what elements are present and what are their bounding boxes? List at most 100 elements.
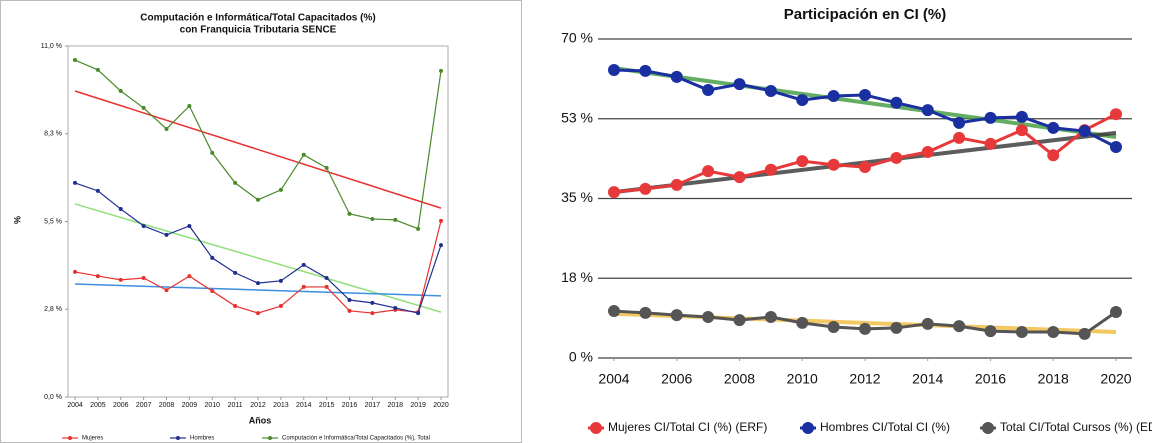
data-point	[141, 275, 146, 280]
data-point	[95, 188, 100, 193]
data-point	[393, 217, 398, 222]
data-point	[890, 151, 903, 164]
x-tick-label: 2007	[136, 402, 152, 409]
data-point	[187, 223, 192, 228]
legend-marker	[268, 436, 272, 440]
legend-marker	[982, 422, 994, 434]
data-point	[370, 311, 375, 316]
x-tick-label: 2010	[787, 371, 818, 387]
x-tick-label: 2018	[387, 402, 403, 409]
x-tick-label: 2015	[319, 402, 335, 409]
data-point	[827, 321, 840, 334]
legend-label: Hombres	[190, 436, 214, 442]
data-point	[164, 126, 169, 131]
data-point	[118, 207, 123, 212]
trend-line	[613, 66, 1117, 139]
data-point	[278, 278, 283, 283]
data-point	[921, 146, 934, 159]
data-point	[921, 317, 934, 330]
x-tick-label: 2004	[598, 371, 629, 387]
data-point	[796, 155, 809, 168]
data-point	[639, 182, 652, 195]
legend-label: Total CI/Total Cursos (%) (ED)	[1000, 420, 1152, 434]
data-point	[953, 320, 966, 333]
y-tick-label: 8,3 %	[44, 131, 62, 138]
legend-label: Mujeres	[82, 436, 103, 442]
x-tick-label: 2016	[975, 371, 1006, 387]
data-point	[1015, 124, 1028, 137]
data-point	[256, 311, 260, 316]
data-point	[301, 262, 306, 267]
data-point	[118, 88, 123, 93]
data-point	[210, 255, 215, 260]
data-point	[1047, 121, 1060, 134]
x-tick-label: 2006	[661, 371, 692, 387]
x-tick-label: 2020	[1100, 371, 1131, 387]
x-tick-label: 2013	[273, 402, 289, 409]
data-point	[416, 226, 421, 231]
data-point	[953, 131, 966, 144]
data-point	[439, 218, 443, 223]
y-axis-label: %	[12, 216, 22, 224]
x-tick-label: 2014	[912, 371, 943, 387]
data-point	[702, 84, 715, 97]
data-point	[164, 288, 169, 293]
legend-label: Hombres CI/Total CI (%)	[820, 420, 950, 434]
data-point	[1047, 149, 1060, 162]
data-point	[733, 171, 746, 184]
y-tick-label: 18 %	[561, 269, 593, 285]
left-frame	[0, 0, 522, 443]
data-point	[608, 186, 620, 199]
x-tick-label: 2011	[228, 402, 243, 409]
data-point	[278, 304, 283, 309]
data-point	[733, 78, 746, 91]
data-point	[670, 178, 683, 191]
data-point	[210, 289, 215, 294]
data-point	[796, 316, 809, 329]
data-point	[439, 243, 443, 248]
data-point	[1078, 327, 1091, 340]
data-point	[393, 305, 398, 310]
x-tick-label: 2005	[90, 402, 106, 409]
x-tick-label: 2012	[849, 371, 880, 387]
data-point	[141, 105, 146, 110]
y-tick-label: 35 %	[561, 189, 593, 205]
data-point	[859, 161, 871, 174]
data-point	[73, 58, 77, 63]
data-point	[278, 187, 283, 192]
legend-label: Mujeres CI/Total CI (%) (ERF)	[608, 420, 767, 434]
trend-line	[74, 90, 442, 209]
y-tick-label: 70 %	[561, 30, 593, 46]
data-point	[370, 216, 375, 221]
x-tick-label: 2012	[250, 402, 266, 409]
chart-subtitle: con Franquicia Tributaria SENCE	[180, 25, 337, 36]
data-point	[702, 165, 715, 178]
series-line	[613, 68, 1117, 149]
y-tick-label: 5,5 %	[44, 218, 62, 225]
x-tick-label: 2016	[342, 402, 358, 409]
data-point	[347, 211, 352, 216]
x-tick-label: 2014	[296, 402, 312, 409]
x-tick-label: 2020	[433, 402, 449, 409]
x-tick-label: 2010	[204, 402, 220, 409]
data-point	[921, 104, 934, 117]
data-point	[73, 269, 77, 274]
data-point	[347, 297, 352, 302]
chart-title: Computación e Informática/Total Capacita…	[140, 13, 375, 24]
data-point	[1110, 108, 1122, 121]
y-tick-label: 2,8 %	[44, 306, 62, 313]
data-point	[608, 305, 620, 318]
data-point	[324, 284, 329, 289]
data-point	[95, 274, 100, 279]
data-point	[670, 309, 683, 322]
data-point	[639, 306, 652, 319]
y-tick-label: 0,0 %	[44, 394, 62, 401]
data-point	[324, 165, 329, 170]
data-point	[1110, 141, 1122, 154]
data-point	[764, 84, 777, 97]
x-axis-label: Años	[249, 415, 272, 425]
data-point	[702, 310, 715, 323]
data-point	[416, 311, 421, 316]
y-tick-label: 53 %	[561, 109, 593, 125]
